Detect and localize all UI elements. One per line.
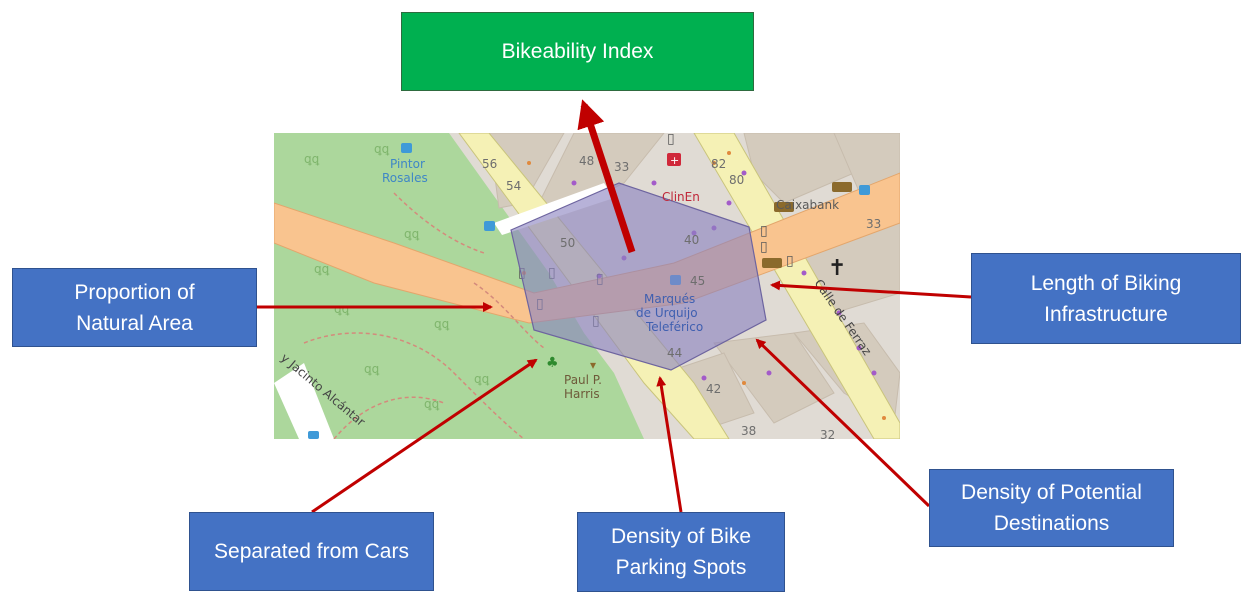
- svg-text:ꝗꝗ: ꝗꝗ: [314, 262, 330, 276]
- svg-text:▯: ▯: [667, 133, 675, 147]
- playground-icon: ♣: [546, 355, 559, 371]
- house-number: 32: [820, 428, 835, 439]
- svg-text:ꝗꝗ: ꝗꝗ: [474, 372, 490, 386]
- church-icon: ✝: [828, 256, 846, 281]
- map-label-pintor: Pintor: [390, 157, 425, 171]
- house-number: 33: [614, 160, 629, 174]
- separated-box: Separated from Cars: [189, 512, 434, 591]
- house-number: 82: [711, 157, 726, 171]
- map-label-caixabank: Caixabank: [776, 198, 839, 212]
- house-number: 56: [482, 157, 497, 171]
- map-label-paul: Paul P.: [564, 373, 602, 387]
- infrastructure-box: Length of Biking Infrastructure: [971, 253, 1241, 344]
- svg-text:ꝗꝗ: ꝗꝗ: [424, 397, 440, 411]
- svg-text:▯: ▯: [760, 239, 768, 255]
- road-main: [274, 172, 900, 324]
- svg-text:▯: ▯: [786, 253, 794, 269]
- map-label-rosales: Rosales: [382, 171, 428, 185]
- svg-text:ꝗꝗ: ꝗꝗ: [404, 227, 420, 241]
- svg-text:ꝗꝗ: ꝗꝗ: [434, 317, 450, 331]
- house-number: 50: [560, 236, 575, 250]
- house-number: 80: [729, 173, 744, 187]
- svg-text:ꝗꝗ: ꝗꝗ: [364, 362, 380, 376]
- svg-text:▯: ▯: [760, 223, 768, 239]
- map-label-teleferico: Teleférico: [645, 320, 703, 334]
- house-number: 48: [579, 154, 594, 168]
- house-number: 33: [866, 217, 881, 231]
- bike-parking-box: Density of Bike Parking Spots: [577, 512, 785, 592]
- bikeability-index-box: Bikeability Index: [401, 12, 754, 91]
- bank-icons: [762, 182, 852, 268]
- natural-area-box: Proportion of Natural Area: [12, 268, 257, 347]
- svg-text:ꝗꝗ: ꝗꝗ: [374, 142, 390, 156]
- house-number: 45: [690, 274, 705, 288]
- map-image: ꝗꝗ ꝗꝗ ꝗꝗ ꝗꝗ ꝗꝗ ꝗꝗ ꝗꝗ ꝗꝗ ꝗꝗ ▯▯▯ ▯▯▯ ▯▯▯: [274, 133, 900, 439]
- house-number: 38: [741, 424, 756, 438]
- bike-parking-label: Density of Bike Parking Spots: [610, 525, 752, 579]
- svg-text:+: +: [670, 154, 679, 167]
- svg-text:ꝗꝗ: ꝗꝗ: [334, 302, 350, 316]
- hospital-icon: [667, 153, 681, 166]
- map-label-marques: Marqués: [644, 292, 695, 306]
- house-number: 54: [506, 179, 521, 193]
- bikeability-index-label: Bikeability Index: [501, 40, 654, 63]
- map-label-clinic: ClinEn: [662, 190, 700, 204]
- svg-text:ꝗꝗ: ꝗꝗ: [304, 152, 320, 166]
- statue-icon: ▾: [590, 358, 596, 372]
- natural-area-label: Proportion of Natural Area: [74, 280, 195, 335]
- house-number: 44: [667, 346, 682, 360]
- map-label-harris: Harris: [564, 387, 600, 401]
- house-number: 42: [706, 382, 721, 396]
- destinations-label: Density of Potential Destinations: [961, 481, 1142, 535]
- house-number: 40: [684, 233, 699, 247]
- destinations-box: Density of Potential Destinations: [929, 469, 1174, 547]
- infrastructure-label: Length of Biking Infrastructure: [1030, 271, 1182, 326]
- map-label-de-urquijo: de Urquijo: [636, 306, 698, 320]
- separated-label: Separated from Cars: [214, 540, 409, 563]
